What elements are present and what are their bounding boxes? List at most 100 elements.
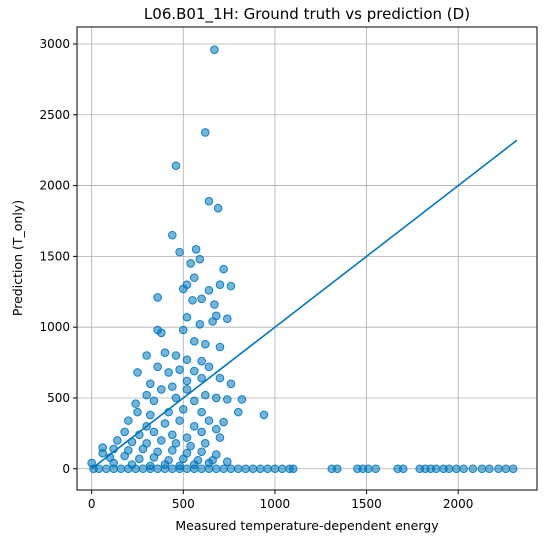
scatter-point — [175, 247, 184, 257]
scatter-point — [226, 464, 236, 474]
scatter-point — [219, 464, 228, 474]
x-tick-label: 1000 — [260, 497, 291, 511]
scatter-point — [113, 436, 122, 445]
scatter-point — [160, 348, 170, 357]
scatter-point — [189, 421, 199, 431]
scatter-point — [204, 286, 214, 295]
scatter-point — [226, 281, 236, 291]
scatter-point — [124, 464, 133, 474]
scatter-point — [182, 433, 192, 442]
scatter-point — [138, 444, 148, 454]
scatter-point — [215, 373, 225, 383]
y-tick-label: 1500 — [39, 249, 70, 263]
scatter-point — [233, 407, 243, 417]
scatter-point — [149, 427, 159, 437]
scatter-point — [204, 196, 214, 206]
scatter-points — [87, 45, 518, 474]
scatter-point — [186, 441, 195, 451]
scatter-point — [371, 464, 381, 474]
scatter-point — [398, 464, 408, 474]
scatter-point — [167, 464, 177, 474]
scatter-point — [102, 464, 111, 474]
y-tick-label: 2000 — [39, 179, 70, 193]
scatter-point — [109, 464, 118, 474]
scatter-point — [494, 464, 503, 474]
scatter-point — [233, 464, 243, 474]
y-tick-label: 1000 — [39, 320, 70, 334]
scatter-point — [164, 368, 173, 377]
scatter-point — [255, 464, 265, 474]
scatter-point — [160, 464, 170, 474]
scatter-point — [160, 419, 170, 428]
scatter-point — [178, 404, 188, 414]
scatter-point — [485, 464, 494, 474]
scatter-point — [146, 379, 155, 389]
scatter-point — [219, 264, 228, 274]
scatter-point — [277, 464, 287, 474]
scatter-point — [197, 464, 206, 474]
x-tick-label: 2000 — [443, 497, 474, 511]
scatter-point — [182, 385, 192, 394]
scatter-point — [149, 396, 159, 406]
x-tick-label: 1500 — [351, 497, 382, 511]
axis-ticks: 0 500 1000 1500 2000 0 500 1000 1500 2000 2500 3000 — [39, 37, 473, 511]
grid — [77, 27, 537, 490]
scatter-point — [98, 443, 107, 452]
scatter-point — [197, 407, 206, 417]
plot-frame — [76, 26, 538, 491]
scatter-point — [211, 464, 221, 474]
scatter-point — [149, 453, 159, 462]
scatter-point — [508, 464, 518, 474]
scatter-point — [195, 320, 205, 329]
scatter-point — [138, 464, 148, 474]
scatter-point — [131, 464, 140, 474]
x-tick-label: 0 — [88, 497, 96, 511]
scatter-point — [200, 438, 210, 448]
scatter-point — [288, 464, 298, 474]
scatter-point — [219, 417, 228, 427]
scatter-point — [171, 438, 181, 448]
scatter-point — [222, 314, 232, 323]
scatter-point — [178, 325, 188, 335]
scatter-point — [459, 464, 468, 474]
scatter-point — [215, 280, 225, 289]
scatter-point — [188, 295, 197, 305]
scatter-point — [241, 464, 250, 474]
scatter-point — [468, 464, 478, 474]
scatter-point — [211, 424, 221, 434]
reference-line — [91, 139, 518, 470]
scatter-point — [189, 273, 199, 282]
scatter-point — [167, 382, 177, 391]
scatter-point — [116, 464, 126, 474]
scatter-point — [182, 376, 192, 386]
scatter-point — [186, 259, 195, 268]
y-tick-label: 3000 — [39, 37, 70, 51]
y-tick-label: 500 — [47, 391, 70, 405]
scatter-point — [142, 390, 151, 400]
scatter-point — [200, 390, 210, 400]
scatter-point — [182, 312, 192, 322]
scatter-point — [431, 464, 441, 474]
scatter-point — [142, 351, 151, 360]
scatter-point — [171, 161, 181, 171]
scatter-point — [210, 300, 219, 309]
scatter-point — [175, 365, 184, 374]
scatter-point — [215, 433, 225, 442]
chart-title: L06.B01_1H: Ground truth vs prediction (… — [144, 5, 470, 24]
scatter-point — [157, 328, 166, 338]
scatter-point — [477, 464, 487, 474]
scatter-point — [222, 457, 232, 466]
scatter-point — [171, 351, 181, 360]
scatter-point — [157, 436, 166, 445]
reference-line-layer — [91, 139, 518, 470]
scatter-point — [153, 293, 162, 302]
scatter-point — [133, 368, 142, 377]
scatter-point — [332, 464, 342, 474]
scatter-point — [178, 454, 188, 464]
x-tick-label: 500 — [172, 497, 195, 511]
scatter-point — [182, 464, 192, 474]
y-tick-label: 0 — [62, 462, 70, 476]
scatter-point — [204, 362, 214, 372]
scatter-point — [197, 447, 206, 457]
